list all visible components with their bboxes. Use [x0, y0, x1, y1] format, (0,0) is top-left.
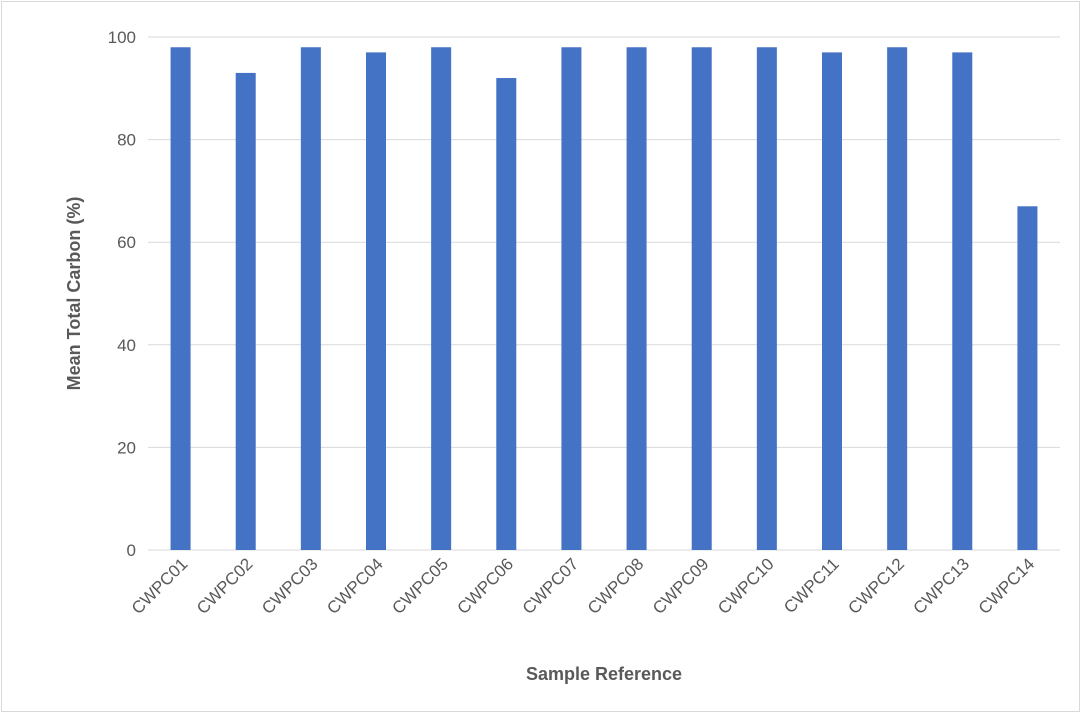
y-tick-label: 20: [117, 438, 136, 457]
bar-cwpc03: [300, 47, 321, 550]
x-tick-label: CWPC08: [584, 554, 648, 618]
bar-cwpc05: [431, 47, 452, 550]
y-tick-labels: 0 20 40 60 80 100: [108, 28, 136, 560]
x-tick-label: CWPC02: [193, 554, 257, 618]
x-tick-label: CWPC10: [714, 554, 778, 618]
y-axis-title: Mean Total Carbon (%): [64, 197, 84, 391]
x-axis-title: Sample Reference: [526, 664, 682, 684]
x-tick-label: CWPC09: [649, 554, 713, 618]
x-tick-label: CWPC03: [258, 554, 322, 618]
bar-cwpc01: [170, 47, 191, 550]
x-tick-label: CWPC07: [519, 554, 583, 618]
x-tick-label: CWPC11: [780, 554, 843, 617]
gridlines: [148, 36, 1060, 551]
bar-cwpc02: [235, 72, 256, 550]
y-tick-label: 60: [117, 233, 136, 252]
bar-cwpc13: [952, 52, 973, 550]
y-tick-label: 100: [108, 28, 136, 47]
bar-cwpc08: [626, 47, 647, 550]
x-tick-label: CWPC01: [128, 554, 192, 618]
bars: [170, 47, 1038, 551]
bar-cwpc14: [1017, 206, 1038, 551]
bar-cwpc06: [496, 78, 517, 550]
y-tick-label: 40: [117, 336, 136, 355]
bar-cwpc04: [366, 52, 386, 550]
x-tick-label: CWPC12: [844, 554, 908, 618]
bar-cwpc07: [561, 47, 582, 550]
bar-cwpc11: [822, 52, 842, 550]
x-tick-label: CWPC05: [388, 554, 452, 618]
x-tick-label: CWPC06: [454, 554, 518, 618]
bar-cwpc09: [691, 47, 712, 550]
y-tick-label: 0: [127, 541, 136, 560]
x-tick-label: CWPC04: [323, 554, 387, 618]
x-tick-labels: CWPC01 CWPC02 CWPC03 CWPC04 CWPC05 CWPC06 CWPC…: [128, 554, 1038, 618]
bar-cwpc12: [887, 47, 908, 550]
x-tick-label: CWPC13: [910, 554, 974, 618]
x-tick-label: CWPC14: [975, 554, 1039, 618]
y-tick-label: 80: [117, 131, 136, 150]
bar-cwpc10: [756, 47, 777, 550]
